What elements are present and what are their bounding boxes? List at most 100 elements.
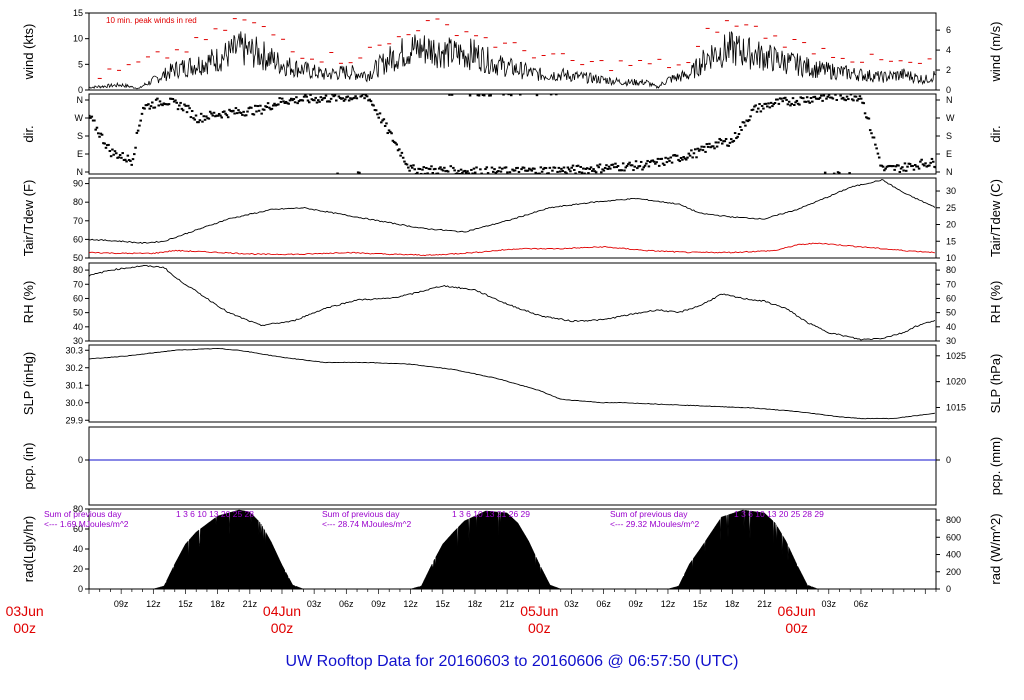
dir-point bbox=[737, 133, 741, 136]
dir-point bbox=[580, 171, 584, 174]
dir-point bbox=[194, 114, 198, 117]
dir-point bbox=[326, 100, 329, 103]
x-tick-label: 03z bbox=[564, 599, 579, 609]
dir-point bbox=[745, 119, 748, 122]
rad-day-2 bbox=[667, 509, 819, 589]
dir-point bbox=[187, 104, 190, 107]
dir-point bbox=[740, 128, 743, 131]
dir-point bbox=[724, 138, 728, 141]
dir-point bbox=[766, 105, 769, 108]
dir-point bbox=[459, 168, 463, 171]
dir-point bbox=[637, 165, 640, 168]
dir-point bbox=[719, 139, 723, 142]
dir-point bbox=[512, 169, 516, 172]
dir-point bbox=[614, 162, 617, 165]
dir-point bbox=[255, 110, 258, 113]
dir-point bbox=[386, 132, 389, 135]
dir-point bbox=[443, 166, 446, 169]
ylabel-left: wind (kts) bbox=[21, 24, 36, 81]
dir-point bbox=[773, 102, 777, 105]
dir-point bbox=[252, 113, 256, 116]
dir-point bbox=[268, 106, 271, 109]
dir-point bbox=[570, 166, 573, 169]
dir-point bbox=[416, 171, 419, 174]
dir-point bbox=[548, 166, 552, 169]
dir-point bbox=[589, 166, 593, 169]
dir-point bbox=[623, 169, 626, 172]
dir-point bbox=[785, 98, 788, 101]
dir-point bbox=[338, 96, 342, 99]
series-tair bbox=[89, 178, 936, 245]
dir-point bbox=[553, 166, 557, 169]
dir-point bbox=[203, 118, 207, 121]
dir-point bbox=[651, 159, 655, 162]
ytick-label-right: N bbox=[946, 167, 953, 177]
dir-point bbox=[917, 167, 921, 170]
dir-point bbox=[237, 109, 240, 112]
dir-point bbox=[277, 103, 280, 106]
dir-point bbox=[178, 104, 181, 107]
ytick-label-right: 20 bbox=[946, 220, 956, 230]
dir-point bbox=[777, 102, 781, 105]
dir-point bbox=[862, 102, 866, 105]
dir-point bbox=[445, 169, 449, 172]
dir-point bbox=[567, 168, 571, 171]
dir-point bbox=[331, 94, 334, 96]
dir-point bbox=[300, 99, 303, 102]
dir-point bbox=[265, 105, 269, 108]
ytick-label-right: 50 bbox=[946, 308, 956, 318]
ytick-label-left: 90 bbox=[73, 179, 83, 189]
ytick-label-right: 0 bbox=[946, 455, 951, 465]
dir-point bbox=[278, 97, 281, 100]
dir-point bbox=[552, 166, 555, 169]
dir-point bbox=[749, 115, 752, 118]
dir-point bbox=[534, 171, 537, 174]
dir-point bbox=[762, 107, 765, 110]
dir-point bbox=[441, 169, 445, 172]
dir-point bbox=[885, 165, 889, 168]
dir-point bbox=[575, 165, 579, 168]
dir-point bbox=[727, 144, 730, 147]
dir-point bbox=[337, 95, 341, 98]
dir-point bbox=[606, 167, 609, 170]
dir-point bbox=[767, 102, 770, 105]
dir-point bbox=[845, 95, 849, 98]
dir-point bbox=[219, 114, 222, 117]
ytick-label-left: 20 bbox=[73, 564, 83, 574]
dir-point bbox=[233, 112, 236, 115]
dir-point bbox=[275, 103, 279, 106]
dir-point bbox=[412, 164, 415, 167]
rad-day-0 bbox=[153, 509, 304, 589]
dir-point bbox=[610, 163, 613, 166]
dir-point bbox=[758, 103, 761, 106]
dir-point bbox=[364, 94, 368, 97]
dir-point bbox=[605, 164, 608, 167]
dir-point bbox=[273, 102, 276, 105]
ytick-label-left: 30 bbox=[73, 336, 83, 346]
ytick-label-right: 600 bbox=[946, 532, 961, 542]
dir-point bbox=[915, 165, 918, 168]
date-label-hour: 00z bbox=[528, 620, 551, 636]
dir-point bbox=[297, 100, 301, 103]
dir-point bbox=[444, 170, 447, 173]
dir-point bbox=[744, 124, 747, 127]
dir-point bbox=[392, 141, 396, 144]
dir-point bbox=[199, 112, 203, 115]
dir-point bbox=[695, 156, 698, 159]
dir-point bbox=[579, 165, 582, 168]
dir-point bbox=[578, 171, 581, 174]
dir-point bbox=[394, 141, 397, 144]
dir-point bbox=[427, 167, 431, 170]
dir-point bbox=[661, 162, 665, 165]
dir-point bbox=[378, 112, 382, 115]
dir-point bbox=[176, 108, 180, 111]
dir-point bbox=[709, 146, 712, 149]
dir-point bbox=[367, 99, 370, 102]
dir-point bbox=[543, 166, 546, 169]
dir-point bbox=[385, 122, 388, 125]
dir-point bbox=[372, 104, 375, 107]
ytick-label-left: W bbox=[75, 113, 84, 123]
dir-point bbox=[928, 164, 931, 167]
dir-point bbox=[482, 94, 486, 97]
dir-point bbox=[630, 164, 634, 167]
